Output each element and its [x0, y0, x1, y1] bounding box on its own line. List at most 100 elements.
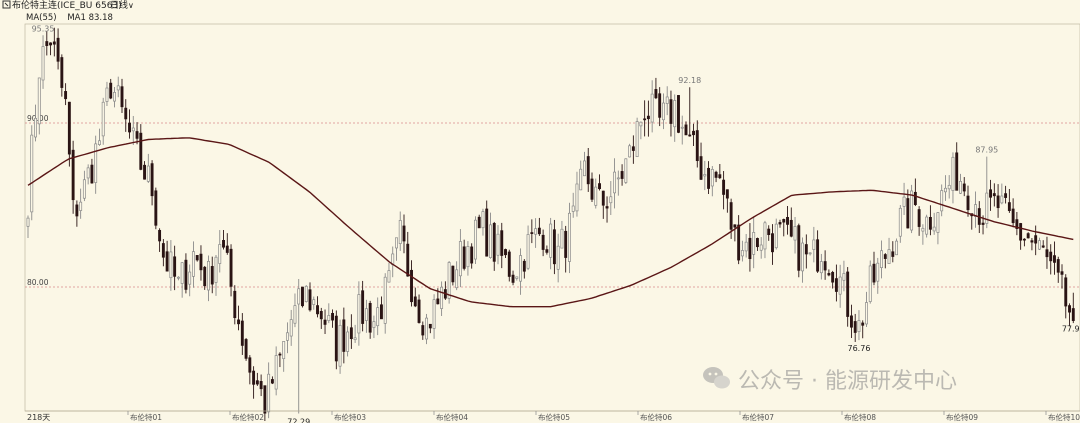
candle [951, 152, 955, 204]
candle [361, 280, 365, 332]
candle [109, 78, 113, 100]
candle [695, 120, 699, 168]
candle [34, 104, 37, 142]
candle [699, 142, 703, 180]
candle [319, 307, 323, 329]
candle [774, 218, 778, 250]
candle [293, 293, 297, 328]
candle [692, 123, 695, 147]
candle [556, 233, 560, 283]
candle [755, 237, 759, 251]
candle [861, 320, 865, 339]
price-annotations: 95.35 72.29 92.18 76.76 87.95 77.95 [32, 24, 1080, 423]
candle [789, 207, 793, 238]
candle [846, 267, 850, 327]
price-annotation: 95.35 [32, 24, 55, 33]
candle [131, 115, 135, 145]
candle [763, 220, 767, 259]
candle [567, 202, 571, 274]
candle [928, 205, 932, 236]
candle [323, 309, 327, 335]
candle [274, 346, 278, 396]
candle [744, 233, 748, 258]
candle [812, 226, 816, 263]
candle [880, 240, 883, 279]
candle [462, 239, 466, 271]
instrument-label[interactable]: 布伦特主连(ICE_BU 6563) [12, 1, 122, 11]
candle [891, 241, 895, 263]
candle [1019, 222, 1023, 250]
candle [876, 257, 880, 294]
candle [966, 185, 970, 217]
x-axis: 布伦特01 布伦特02 布伦特03 布伦特04 布伦特05 布伦特06 布伦特07 布伦特08… [25, 410, 1080, 422]
candle [285, 322, 289, 354]
candle [797, 223, 801, 278]
candle [1053, 241, 1056, 275]
candle [101, 97, 105, 145]
candle [831, 270, 835, 289]
plot-area [24, 23, 1080, 412]
candle [1011, 198, 1015, 228]
candle [646, 100, 650, 137]
candle [60, 54, 64, 97]
candle [485, 200, 489, 257]
candle [910, 184, 914, 234]
candle [906, 189, 910, 229]
candle [282, 341, 286, 372]
period-label: 日线 [110, 1, 129, 11]
candle [428, 323, 432, 334]
candle [511, 270, 515, 286]
chart-header: 布伦特主连(ICE_BU 6563) 日线∨ [0, 0, 1080, 12]
candle [500, 222, 504, 269]
candle [658, 87, 662, 127]
candle [1037, 237, 1041, 250]
candle [395, 237, 398, 261]
candle [327, 303, 331, 324]
candle [1068, 303, 1071, 327]
candle [334, 310, 338, 370]
candle [992, 183, 996, 207]
price-annotation: 92.18 [678, 76, 701, 85]
candle [661, 93, 665, 130]
candle [643, 100, 647, 137]
candle [650, 80, 654, 133]
period-selector[interactable]: 日线∨ [110, 0, 134, 12]
candle [1015, 211, 1019, 236]
candle [545, 245, 549, 255]
candle [932, 212, 936, 235]
candle [432, 294, 436, 339]
candle [710, 166, 714, 197]
candle [1026, 232, 1030, 239]
candle [410, 260, 413, 307]
candle [534, 218, 538, 248]
candle [338, 319, 342, 374]
candle [165, 240, 169, 272]
candle [188, 264, 192, 297]
candle [139, 124, 143, 171]
candle [357, 281, 361, 346]
candle [267, 362, 271, 419]
candle [605, 196, 609, 223]
candle [364, 299, 368, 333]
candle [233, 285, 237, 325]
price-annotation: 87.95 [975, 146, 998, 155]
candle [519, 248, 523, 295]
candle [522, 259, 526, 279]
candle [669, 90, 673, 137]
candle [917, 206, 921, 236]
candle [481, 208, 485, 236]
candle [526, 225, 530, 271]
candle [571, 192, 575, 218]
candle [804, 234, 808, 269]
candle [169, 240, 173, 291]
candle [342, 307, 346, 364]
price-annotation: 76.76 [848, 344, 871, 353]
candle [714, 170, 718, 183]
x-tick-label: 布伦特10 [1048, 412, 1080, 422]
candle [1000, 183, 1004, 205]
candle [782, 218, 786, 237]
x-tick-label: 布伦特06 [640, 412, 672, 422]
candle [86, 164, 90, 185]
chevron-down-icon: ∨ [128, 1, 134, 10]
candle [654, 77, 658, 100]
